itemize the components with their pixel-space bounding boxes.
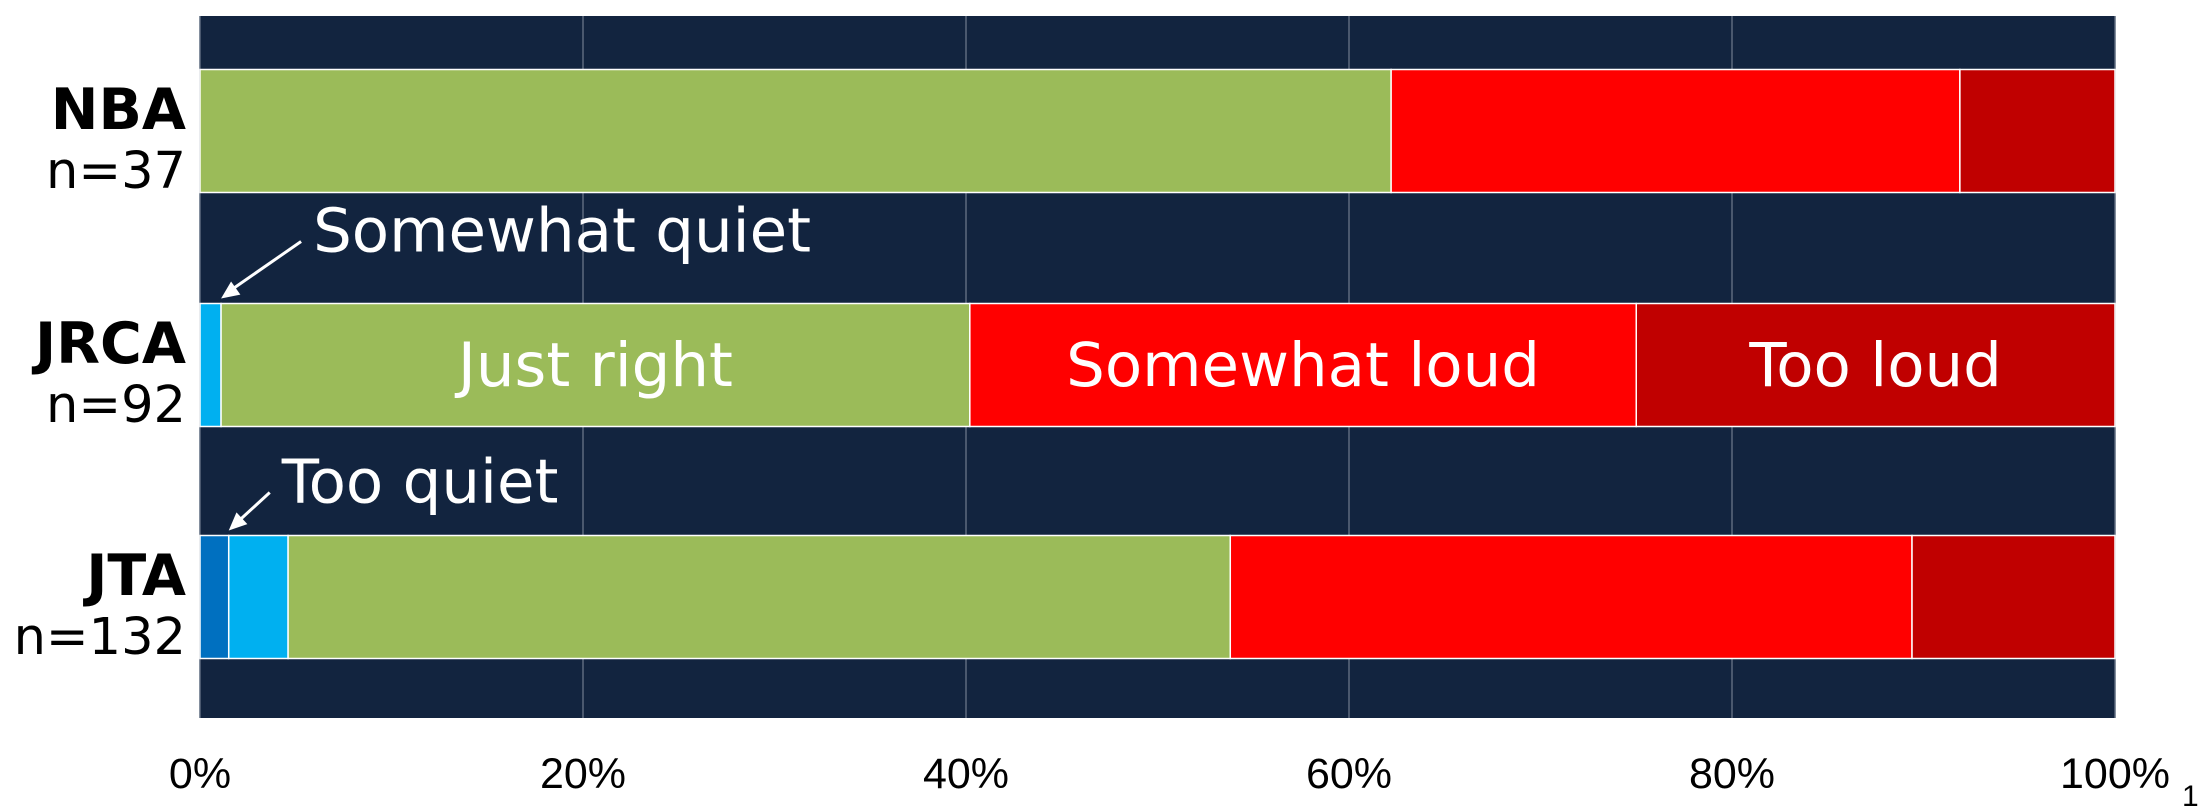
bar-jta-somewhat-loud	[1229, 534, 1913, 660]
bar-jrca-just-right	[220, 302, 971, 428]
bar-jta-too-quiet	[199, 534, 230, 660]
x-tick-label-80: 80%	[1689, 750, 1775, 798]
row-count-jta: n=132	[14, 608, 186, 667]
callouts: Somewhat quiet Too quiet	[221, 196, 811, 531]
segment-label-just-right: Just right	[454, 330, 733, 401]
row-count-nba: n=37	[46, 142, 186, 201]
x-axis-tick-labels: 0% 20% 40% 60% 80% 100%	[169, 750, 2170, 798]
bar-nba-somewhat-loud	[1390, 68, 1961, 194]
x-tick-label-60: 60%	[1306, 750, 1392, 798]
callout-arrowhead-too-quiet	[228, 512, 248, 531]
x-tick-label-40: 40%	[923, 750, 1009, 798]
row-label-nba: NBA	[51, 77, 186, 143]
bar-nba-just-right	[199, 68, 1392, 194]
segment-label-too-loud: Too loud	[1748, 330, 2002, 401]
callout-label-somewhat-quiet: Somewhat quiet	[313, 196, 811, 267]
row-label-jta: JTA	[82, 543, 186, 609]
bar-jrca-too-loud	[1635, 302, 2116, 428]
x-tick-label-20: 20%	[540, 750, 626, 798]
bar-jrca-somewhat-quiet	[199, 302, 222, 428]
callout-arrow-somewhat-quiet	[225, 240, 302, 295]
segment-labels: Just right Somewhat loud Too loud	[454, 330, 2002, 401]
callout-label-too-quiet: Too quiet	[281, 447, 559, 518]
x-tick-label-100: 100%	[2060, 750, 2170, 798]
bar-nba-too-loud	[1959, 68, 2116, 194]
page-number: 1	[2182, 780, 2199, 810]
row-count-jrca: n=92	[46, 376, 186, 435]
bar-jrca-somewhat-loud	[969, 302, 1637, 428]
x-tick-label-0: 0%	[169, 750, 231, 798]
bar-jta-too-loud	[1911, 534, 2116, 660]
bar-segments	[199, 68, 2116, 660]
row-label-jrca: JRCA	[31, 311, 186, 377]
segment-label-somewhat-loud: Somewhat loud	[1066, 330, 1540, 401]
callout-arrowhead-somewhat-quiet	[221, 281, 241, 299]
bar-jta-somewhat-quiet	[227, 534, 289, 660]
bar-jta-just-right	[287, 534, 1232, 660]
